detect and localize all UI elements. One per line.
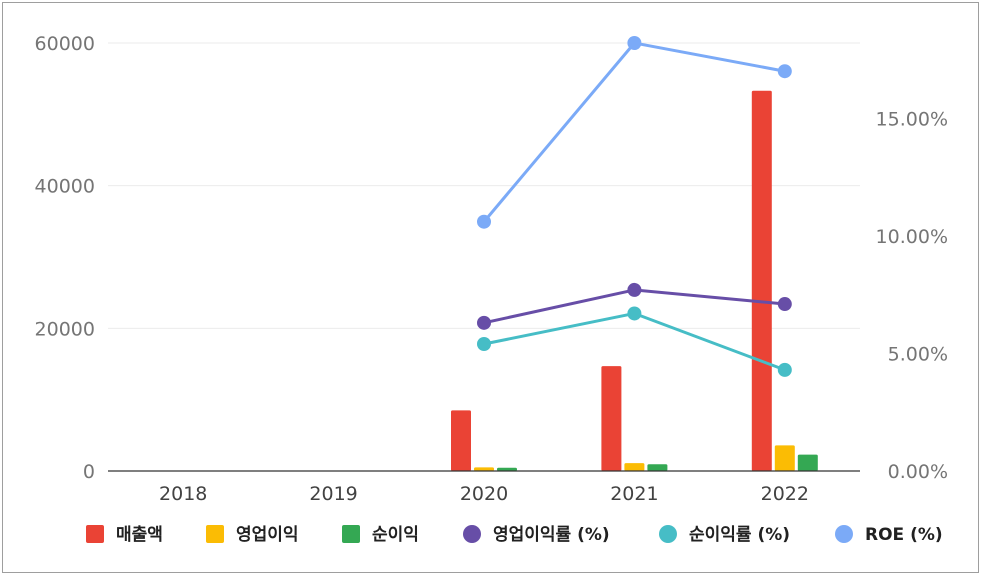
- legend-label: 영업이익률 (%): [493, 525, 610, 545]
- legend-label: 영업이익: [236, 525, 299, 545]
- left-tick-label: 40000: [35, 176, 95, 198]
- left-tick-label: 60000: [35, 33, 95, 55]
- bar: [647, 464, 668, 471]
- legend-swatch: [342, 525, 360, 543]
- x-axis-ticks: 2018 2019 2020 2021 2022: [159, 483, 809, 505]
- right-tick-label: 15.00%: [876, 108, 948, 130]
- bar: [474, 467, 494, 471]
- lines: [477, 36, 792, 377]
- line-point: [477, 315, 491, 330]
- legend-label: 순이익: [372, 525, 419, 545]
- x-tick-label: 2022: [761, 483, 809, 505]
- bar: [497, 467, 517, 471]
- series-line: [483, 311, 786, 372]
- line-point: [627, 306, 642, 321]
- left-tick-label: 20000: [35, 318, 95, 340]
- bar: [774, 445, 795, 471]
- left-tick-label: 0: [83, 461, 95, 483]
- line-point: [777, 64, 792, 79]
- legend-label: ROE (%): [865, 525, 943, 545]
- bar: [797, 454, 818, 471]
- right-tick-label: 0.00%: [888, 461, 948, 483]
- right-axis-ticks: 0.00% 5.00% 10.00% 15.00%: [876, 108, 948, 483]
- x-tick-label: 2018: [159, 483, 207, 505]
- legend-swatch: [463, 525, 481, 543]
- bars: [451, 90, 818, 471]
- legend-swatch: [206, 525, 224, 543]
- x-tick-label: 2021: [610, 483, 658, 505]
- bar: [451, 410, 471, 471]
- legend-label: 순이익률 (%): [689, 525, 790, 545]
- bar: [624, 463, 645, 471]
- series-line: [482, 41, 786, 223]
- line-point: [627, 282, 642, 297]
- line-point: [477, 214, 491, 229]
- legend-swatch: [659, 525, 677, 543]
- line-point: [627, 36, 642, 50]
- bar: [751, 90, 772, 471]
- x-tick-label: 2019: [309, 483, 357, 505]
- legend-label: 매출액: [116, 525, 163, 545]
- right-tick-label: 5.00%: [888, 343, 948, 365]
- bar: [601, 366, 622, 471]
- left-axis-ticks: 0 20000 40000 60000: [35, 33, 95, 483]
- line-point: [777, 297, 792, 312]
- legend-swatch: [86, 525, 104, 543]
- gridlines: [108, 42, 860, 329]
- right-tick-label: 10.00%: [876, 226, 948, 248]
- legend: 매출액 영업이익 순이익 영업이익률 (%) 순이익률 (%) ROE (%): [86, 525, 943, 545]
- x-tick-label: 2020: [460, 483, 508, 505]
- line-point: [477, 337, 491, 352]
- legend-swatch: [835, 525, 853, 543]
- line-point: [777, 362, 792, 377]
